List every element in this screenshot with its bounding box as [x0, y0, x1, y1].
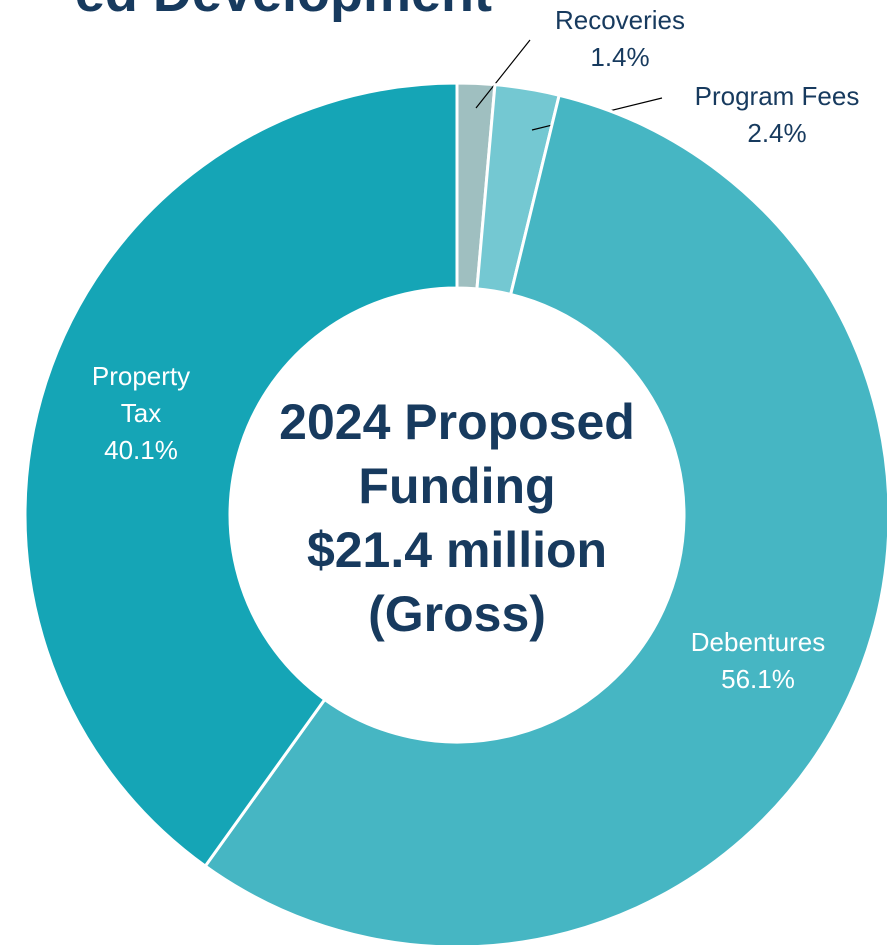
center-line: 2024 Proposed: [279, 394, 635, 450]
center-line: Funding: [358, 458, 556, 514]
slice-name: Program Fees: [694, 81, 860, 111]
slice-name: Property Tax: [91, 361, 191, 428]
slice-label: Property Tax 40.1%: [76, 358, 206, 469]
slice-label: Program Fees 2.4%: [647, 78, 887, 152]
slice-name: Recoveries: [554, 5, 686, 35]
slice-value: 56.1%: [721, 664, 795, 694]
leader-line: [475, 39, 531, 109]
center-text: 2024 Proposed Funding $21.4 million (Gro…: [279, 390, 635, 646]
center-line: $21.4 million: [306, 522, 608, 578]
slice-value: 2.4%: [747, 118, 807, 148]
chart-title: ed Development: [75, 0, 492, 24]
slice-name: Debentures: [690, 627, 826, 657]
donut-slice: [23, 81, 459, 869]
slice-value: 40.1%: [104, 435, 178, 465]
slice-value: 1.4%: [590, 42, 650, 72]
donut-slice: [203, 93, 887, 945]
slice-label: Recoveries 1.4%: [490, 2, 750, 76]
center-line: (Gross): [368, 586, 546, 642]
slice-label: Debentures 56.1%: [628, 624, 887, 698]
